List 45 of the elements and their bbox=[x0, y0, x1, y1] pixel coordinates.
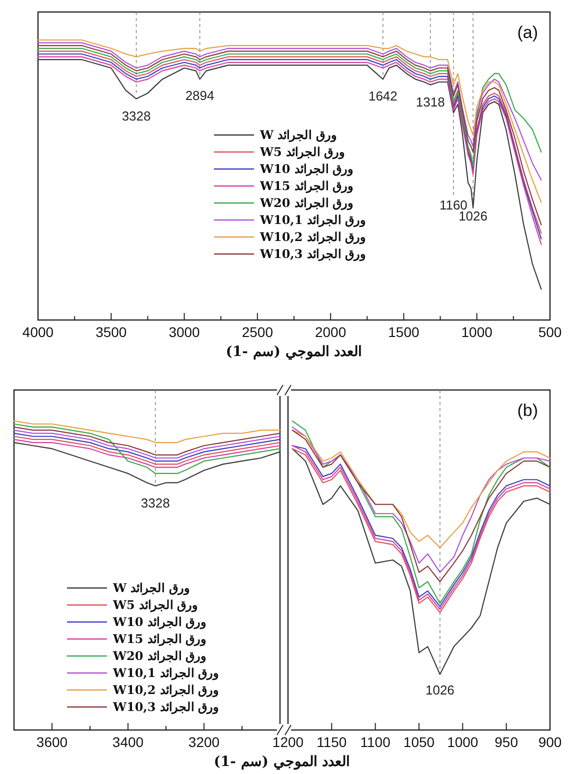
annotation: (a) bbox=[517, 23, 538, 42]
x-tick-label: 1000 bbox=[461, 324, 493, 340]
x-tick-label: 3600 bbox=[36, 734, 68, 750]
ref-line-label: 1318 bbox=[416, 94, 445, 110]
x-tick-label: 1050 bbox=[403, 734, 435, 750]
x-tick-label: 900 bbox=[538, 734, 562, 750]
x-tick-label: 3000 bbox=[168, 324, 200, 340]
x-tick-label: 3400 bbox=[112, 734, 144, 750]
legend-label: ورق الجرائد W15 bbox=[259, 179, 354, 194]
legend-label: ورق الجرائد W20 bbox=[259, 196, 354, 211]
legend-label: ورق الجرائد W10,1 bbox=[112, 666, 220, 681]
legend-label: ورق الجرائد W10,1 bbox=[259, 213, 366, 228]
legend-label: ورق الجرائد W15 bbox=[112, 632, 207, 647]
x-axis-title: العدد الموجي (سم -1) bbox=[226, 344, 362, 360]
x-tick-label: 1150 bbox=[316, 734, 347, 750]
x-tick-label: 1500 bbox=[388, 324, 420, 340]
ref-line-label: 3328 bbox=[122, 108, 151, 124]
x-axis-title: العدد الموجي (سم -1) bbox=[214, 754, 350, 770]
legend-label: ورق الجرائد W5 bbox=[112, 598, 198, 613]
ref-line-label: 1160 bbox=[439, 197, 468, 212]
ref-line-label: 1642 bbox=[368, 88, 398, 104]
x-tick-label: 1000 bbox=[447, 734, 478, 750]
x-tick-label: 500 bbox=[538, 324, 562, 340]
legend-label: ورق الجرائد W5 bbox=[259, 145, 346, 160]
x-tick-label: 950 bbox=[494, 734, 518, 750]
x-tick-label: 1100 bbox=[360, 734, 391, 750]
legend-label: ورق الجرائد W10,3 bbox=[112, 700, 220, 715]
text: (b) bbox=[517, 401, 538, 420]
x-tick-label: 1200 bbox=[272, 734, 304, 750]
legend-label: ورق الجرائد W10,2 bbox=[259, 230, 366, 245]
legend-label: ورق الجرائد W10 bbox=[259, 162, 354, 177]
ref-line-label: 2894 bbox=[185, 88, 214, 103]
ref-line-label: 1026 bbox=[426, 682, 454, 698]
legend-label: ورق الجرائد W20 bbox=[112, 649, 207, 664]
legend-label: ورق الجرائد W bbox=[259, 128, 337, 143]
x-tick-label: 3500 bbox=[96, 324, 127, 340]
x-tick-label: 3200 bbox=[188, 734, 220, 750]
x-tick-label: 2000 bbox=[314, 324, 346, 340]
x-tick-label: 4000 bbox=[22, 324, 54, 340]
legend-label: ورق الجرائد W10 bbox=[112, 615, 207, 630]
legend-label: ورق الجرائد W10,2 bbox=[112, 683, 220, 698]
x-tick-label: 2500 bbox=[242, 324, 274, 340]
legend-label: ورق الجرائد W bbox=[112, 581, 190, 596]
ref-line-label: 3328 bbox=[140, 496, 170, 511]
legend-label: ورق الجرائد W10,3 bbox=[259, 247, 366, 262]
